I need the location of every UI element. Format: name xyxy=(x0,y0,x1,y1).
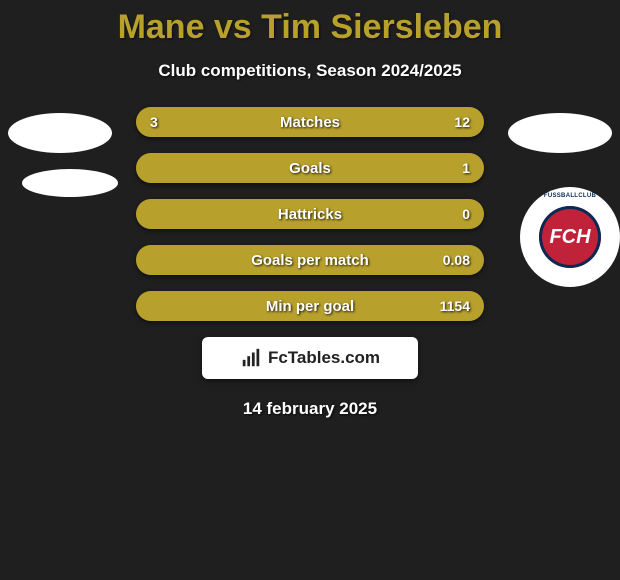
club-inner-text: FCH xyxy=(539,206,601,268)
stat-row: Goals per match0.08 xyxy=(136,245,484,275)
stat-label: Goals per match xyxy=(136,245,484,275)
comparison-stage: FUSSBALLCLUB FCH 3Matches12 Goals1 Hattric… xyxy=(0,107,620,419)
bar-chart-icon xyxy=(240,347,262,369)
player-left-club-placeholder xyxy=(22,169,118,197)
stat-value-right: 1 xyxy=(462,153,470,183)
player-left-avatar-placeholder xyxy=(8,113,112,153)
stat-value-right: 0 xyxy=(462,199,470,229)
stat-row: 3Matches12 xyxy=(136,107,484,137)
attribution-text: FcTables.com xyxy=(268,348,380,368)
stat-bars: 3Matches12 Goals1 Hattricks0 Goals per matc… xyxy=(136,107,484,321)
stat-label: Goals xyxy=(136,153,484,183)
attribution-card: FcTables.com xyxy=(202,337,418,379)
date-text: 14 february 2025 xyxy=(0,399,620,419)
stat-label: Min per goal xyxy=(136,291,484,321)
club-ring-text: FUSSBALLCLUB xyxy=(544,193,596,199)
player-right-club-badge: FUSSBALLCLUB FCH xyxy=(520,187,620,287)
page-subtitle: Club competitions, Season 2024/2025 xyxy=(0,61,620,81)
stat-value-right: 0.08 xyxy=(443,245,470,275)
stat-row: Goals1 xyxy=(136,153,484,183)
stat-row: Hattricks0 xyxy=(136,199,484,229)
stat-label: Matches xyxy=(136,107,484,137)
stat-value-right: 1154 xyxy=(440,291,470,321)
page-title: Mane vs Tim Siersleben xyxy=(0,0,620,47)
stat-label: Hattricks xyxy=(136,199,484,229)
stat-row: Min per goal1154 xyxy=(136,291,484,321)
player-right-avatar-placeholder xyxy=(508,113,612,153)
stat-value-right: 12 xyxy=(454,107,470,137)
